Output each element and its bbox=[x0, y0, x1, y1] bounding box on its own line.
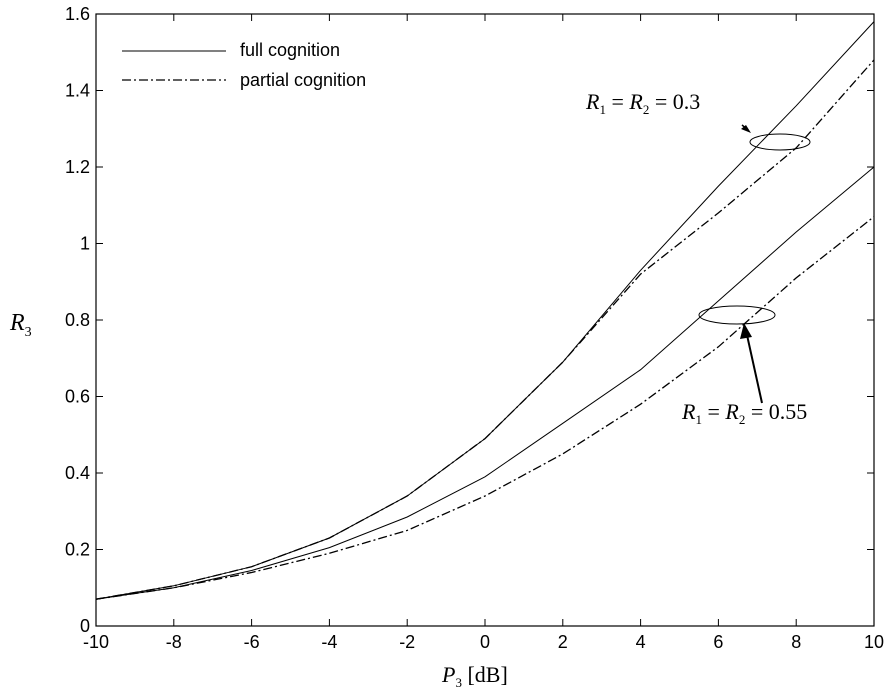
annotation-label-0.3: R1 = R2 = 0.3 bbox=[585, 89, 700, 117]
y-tick-label: 0.4 bbox=[65, 463, 90, 483]
y-tick-label: 0 bbox=[80, 616, 90, 636]
x-tick-label: -10 bbox=[83, 632, 109, 652]
y-tick-label: 0.2 bbox=[65, 540, 90, 560]
x-axis-ticks: -10 -8 -6 -4 -2 0 2 4 6 8 10 bbox=[83, 14, 884, 652]
y-tick-label: 0.8 bbox=[65, 310, 90, 330]
annotation-arrowhead-0.3 bbox=[741, 125, 751, 133]
x-tick-label: 6 bbox=[713, 632, 723, 652]
x-tick-label: 4 bbox=[636, 632, 646, 652]
annotation-group-0.55: R1 = R2 = 0.55 bbox=[681, 305, 807, 427]
x-tick-label: 2 bbox=[558, 632, 568, 652]
annotation-label-0.55: R1 = R2 = 0.55 bbox=[681, 399, 807, 427]
y-tick-label: 1.6 bbox=[65, 4, 90, 24]
series-line-full-0.3 bbox=[95, 21, 875, 600]
plot-frame bbox=[95, 13, 875, 627]
y-tick-label: 1 bbox=[80, 234, 90, 254]
y-tick-label: 1.2 bbox=[65, 157, 90, 177]
legend-label-partial-cognition: partial cognition bbox=[240, 70, 366, 90]
annotation-arrow-0.55 bbox=[746, 334, 763, 404]
y-tick-label: 1.4 bbox=[65, 81, 90, 101]
legend: full cognition partial cognition bbox=[122, 40, 366, 90]
y-axis-ticks: 0 0.2 0.4 0.6 0.8 1 1.2 1.4 1.6 bbox=[65, 4, 874, 636]
legend-label-full-cognition: full cognition bbox=[240, 40, 340, 60]
x-tick-label: -6 bbox=[244, 632, 260, 652]
annotation-arrowhead-0.55 bbox=[740, 323, 752, 339]
annotation-ellipse-0.3 bbox=[749, 133, 811, 151]
x-tick-label: 8 bbox=[791, 632, 801, 652]
x-axis-label: P3 [dB] bbox=[441, 662, 508, 687]
x-tick-label: -2 bbox=[399, 632, 415, 652]
x-tick-label: 10 bbox=[864, 632, 884, 652]
series-line-full-0.55 bbox=[95, 166, 875, 600]
y-tick-label: 0.6 bbox=[65, 387, 90, 407]
series-lines bbox=[95, 21, 875, 600]
series-line-partial-0.3 bbox=[95, 59, 875, 600]
annotation-group-0.3: R1 = R2 = 0.3 bbox=[585, 89, 811, 151]
x-tick-label: 0 bbox=[480, 632, 490, 652]
x-tick-label: -8 bbox=[166, 632, 182, 652]
x-tick-label: -4 bbox=[321, 632, 337, 652]
annotation-ellipse-0.55 bbox=[698, 305, 776, 325]
y-axis-label: R3 bbox=[9, 310, 32, 340]
